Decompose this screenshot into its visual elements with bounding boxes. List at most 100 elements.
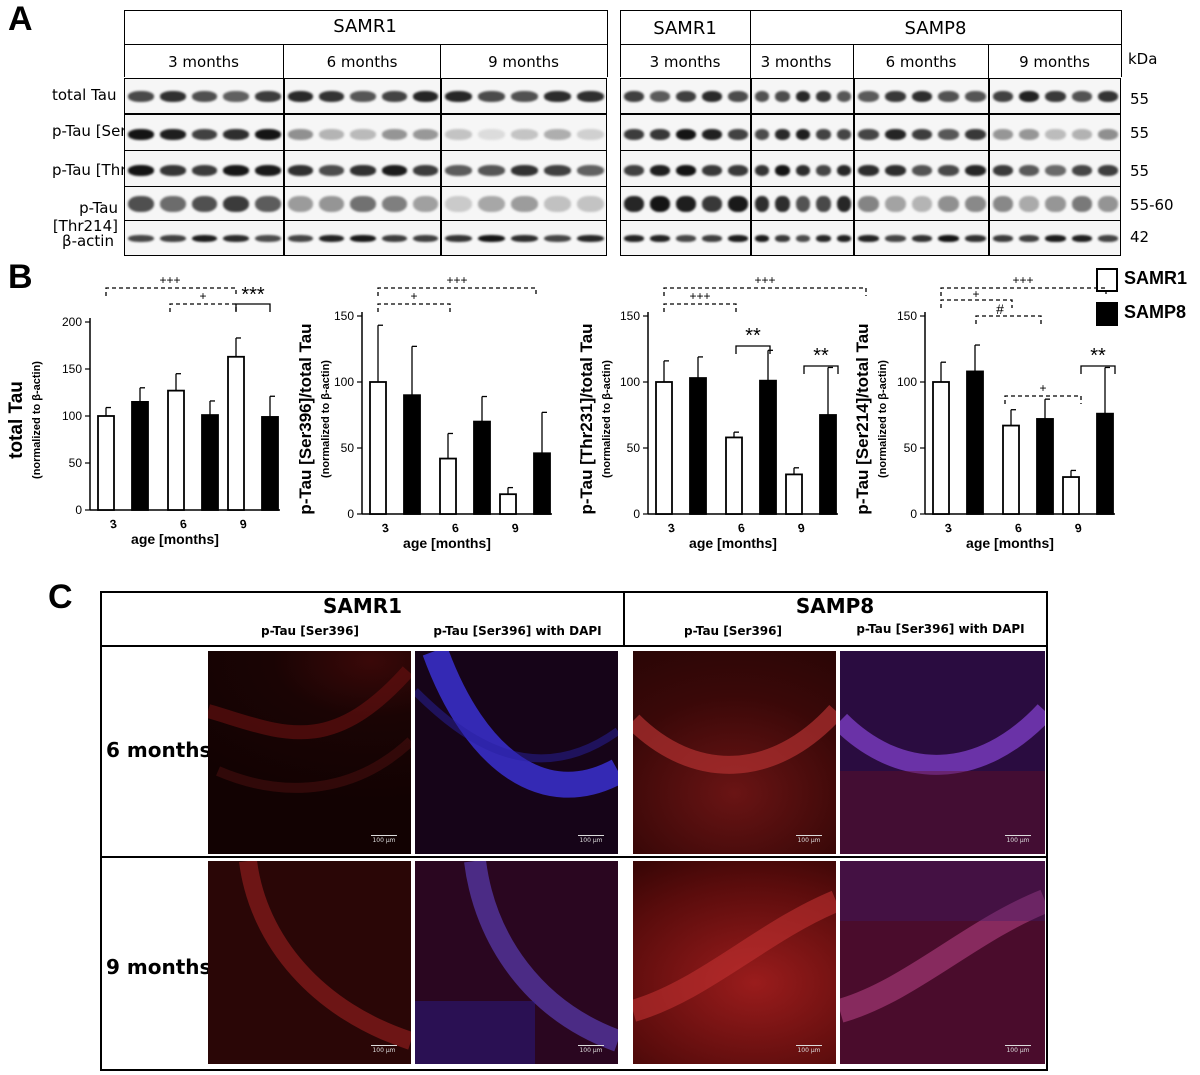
- blot-band: [350, 196, 376, 212]
- significance-mark: **: [813, 345, 829, 367]
- y-tick-label: 150: [897, 309, 917, 323]
- blot-band: [412, 164, 438, 176]
- blot-strip: [441, 186, 607, 222]
- x-tick-label: 3: [944, 521, 953, 536]
- micro-col-1: p-Tau [Ser396]: [261, 624, 359, 638]
- significance-mark: +: [1039, 381, 1046, 395]
- bar-samr1: [1062, 476, 1080, 515]
- micro-group-samr1: SAMR1: [322, 594, 403, 618]
- blot-strip: [124, 186, 284, 222]
- blot-strip: [620, 220, 751, 256]
- blot-band: [795, 196, 811, 212]
- y-axis-sublabel: (normalized to β-actin): [31, 361, 43, 479]
- blot-strip: [620, 186, 751, 222]
- blot-band: [577, 196, 604, 212]
- bar-samp8: [966, 370, 984, 515]
- x-tick-label: 6: [737, 521, 746, 536]
- blot-band: [1019, 90, 1040, 102]
- blot-band: [795, 128, 811, 140]
- blot-band: [816, 90, 831, 102]
- significance-mark: +++: [446, 273, 467, 287]
- blot-band: [993, 164, 1014, 176]
- right-group-title-p8: SAMP8: [904, 18, 967, 39]
- blot-band: [381, 234, 407, 242]
- y-axis-label: p-Tau [Ser214]/total Tau: [853, 323, 872, 514]
- blot-band: [650, 196, 670, 212]
- blot-strip: [284, 114, 441, 154]
- blot-band: [478, 234, 505, 242]
- significance-mark: #: [996, 301, 1004, 317]
- blot-band: [795, 234, 811, 242]
- y-tick-label: 0: [347, 507, 354, 521]
- blot-band: [412, 196, 438, 212]
- x-tick-label: 6: [451, 521, 460, 536]
- blot-band: [702, 128, 722, 140]
- blot-strip: [751, 220, 854, 256]
- blot-band: [676, 90, 696, 102]
- blot-band: [1097, 128, 1118, 140]
- blot-band: [884, 128, 906, 140]
- kda-total-tau: 55: [1130, 90, 1150, 108]
- blot-strip: [989, 114, 1121, 154]
- blot-band: [223, 90, 250, 102]
- blot-band: [159, 196, 186, 212]
- blot-band: [938, 196, 960, 212]
- y-tick-label: 200: [62, 315, 82, 329]
- blot-band: [445, 196, 472, 212]
- blot-band: [288, 128, 314, 140]
- y-tick-label: 0: [633, 507, 640, 521]
- blot-band: [676, 164, 696, 176]
- blot-band: [836, 164, 851, 176]
- blot-band: [223, 128, 250, 140]
- bar-samp8: [819, 414, 837, 515]
- y-tick-label: 150: [620, 309, 640, 323]
- blot-strip: [441, 114, 607, 154]
- y-tick-label: 50: [69, 456, 83, 470]
- row-label-thr214: p-Tau [Thr214]: [52, 199, 118, 235]
- blot-band: [1097, 90, 1118, 102]
- micrograph-samp8-9m-ptau: 100 µm: [633, 861, 836, 1064]
- blot-band: [350, 234, 376, 242]
- blot-band: [624, 90, 644, 102]
- x-axis-label: age [months]: [131, 531, 219, 547]
- blot-band: [650, 234, 670, 242]
- blot-strip: [751, 78, 854, 114]
- x-tick-label: 9: [239, 517, 248, 532]
- legend-swatch-samp8: [1096, 302, 1118, 326]
- blot-strip: [854, 186, 989, 222]
- bar-samr1: [97, 415, 115, 511]
- right-age-r1-3: 3 months: [649, 53, 721, 71]
- blot-strip: [989, 220, 1121, 256]
- y-tick-label: 50: [341, 441, 355, 455]
- blot-band: [1045, 164, 1066, 176]
- x-axis-label: age [months]: [689, 535, 777, 551]
- blot-band: [350, 90, 376, 102]
- significance-bracket: [663, 287, 867, 296]
- blot-band: [858, 234, 879, 242]
- blot-band: [191, 234, 218, 242]
- significance-mark: +: [972, 287, 979, 301]
- blot-band: [1019, 234, 1040, 242]
- bar-samp8: [201, 414, 219, 511]
- blot-band: [445, 234, 472, 242]
- blot-band: [191, 90, 218, 102]
- blot-band: [511, 90, 538, 102]
- blot-band: [858, 128, 879, 140]
- blot-band: [728, 128, 748, 140]
- blot-strip: [751, 186, 854, 222]
- blot-band: [511, 164, 538, 176]
- blot-band: [1071, 128, 1092, 140]
- blot-band: [255, 90, 281, 102]
- bar-samr1: [932, 381, 950, 515]
- blot-band: [702, 196, 722, 212]
- left-age-3: 3 months: [168, 53, 239, 71]
- blot-band: [911, 90, 933, 102]
- blot-band: [775, 196, 790, 212]
- blot-band: [836, 196, 851, 212]
- left-age-9: 9 months: [488, 53, 559, 71]
- blot-band: [624, 128, 644, 140]
- blot-band: [159, 128, 186, 140]
- blot-band: [128, 164, 154, 176]
- bar-samp8: [1096, 412, 1114, 515]
- micro-col-4: p-Tau [Ser396] with DAPI: [856, 622, 1025, 636]
